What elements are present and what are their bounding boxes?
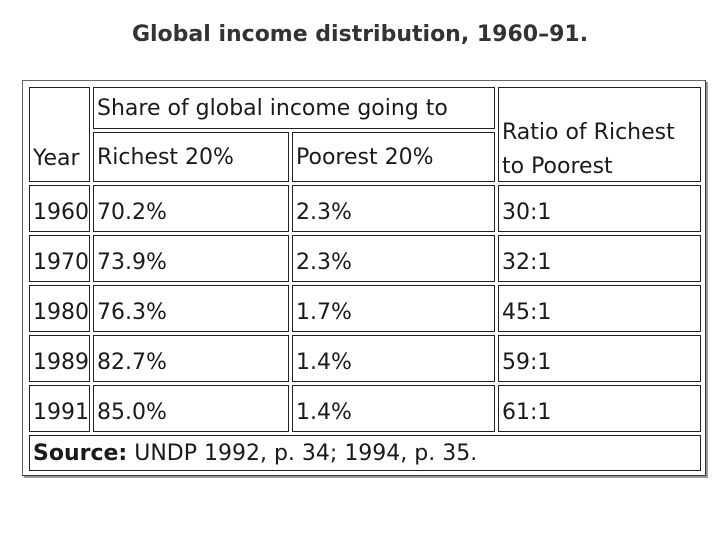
table-title: Global income distribution, 1960–91. [131, 22, 589, 47]
header-poorest: Poorest 20% [292, 132, 495, 182]
table-cell-year: 1989 [29, 335, 90, 382]
header-ratio-line1: Ratio of Richest [502, 120, 675, 145]
cell-text: 1970 [33, 250, 89, 275]
cell-text: 61:1 [502, 400, 552, 425]
income-table: Year Share of global income going to Ric… [22, 80, 706, 476]
cell-text: 32:1 [502, 250, 552, 275]
cell-text: 1960 [33, 200, 89, 225]
table-cell-poorest: 1.4% [292, 335, 495, 382]
cell-text: 85.0% [97, 400, 167, 425]
table-cell-richest: 73.9% [93, 235, 289, 282]
cell-text: 1.4% [296, 350, 352, 375]
source-label: Source: [33, 441, 128, 466]
table-cell-ratio: 61:1 [498, 385, 701, 432]
cell-text: 76.3% [97, 300, 167, 325]
header-richest: Richest 20% [93, 132, 289, 182]
header-year: Year [29, 87, 90, 182]
header-share-group: Share of global income going to [93, 87, 495, 129]
cell-text: 1.7% [296, 300, 352, 325]
table-cell-year: 1991 [29, 385, 90, 432]
table-cell-poorest: 1.7% [292, 285, 495, 332]
header-ratio-line2: to Poorest [502, 154, 613, 179]
table-cell-poorest: 1.4% [292, 385, 495, 432]
cell-text: 59:1 [502, 350, 552, 375]
cell-text: 45:1 [502, 300, 552, 325]
source-text: UNDP 1992, p. 34; 1994, p. 35. [127, 441, 478, 466]
table-cell-richest: 76.3% [93, 285, 289, 332]
source-note: Source: UNDP 1992, p. 34; 1994, p. 35. [29, 435, 701, 471]
table-cell-year: 1960 [29, 185, 90, 232]
table-cell-richest: 82.7% [93, 335, 289, 382]
table-cell-poorest: 2.3% [292, 185, 495, 232]
cell-text: 2.3% [296, 200, 352, 225]
cell-text: 1980 [33, 300, 89, 325]
table-cell-ratio: 45:1 [498, 285, 701, 332]
cell-text: 2.3% [296, 250, 352, 275]
table-cell-ratio: 30:1 [498, 185, 701, 232]
table-cell-richest: 70.2% [93, 185, 289, 232]
table-cell-year: 1980 [29, 285, 90, 332]
table-cell-poorest: 2.3% [292, 235, 495, 282]
table-cell-year: 1970 [29, 235, 90, 282]
cell-text: 1991 [33, 400, 89, 425]
table-cell-ratio: 32:1 [498, 235, 701, 282]
header-poorest-label: Poorest 20% [296, 145, 434, 170]
cell-text: 73.9% [97, 250, 167, 275]
table-cell-richest: 85.0% [93, 385, 289, 432]
header-richest-label: Richest 20% [97, 145, 234, 170]
header-year-label: Year [33, 146, 80, 171]
header-ratio: Ratio of Richest to Poorest [498, 87, 701, 182]
cell-text: 30:1 [502, 200, 552, 225]
cell-text: 82.7% [97, 350, 167, 375]
cell-text: 70.2% [97, 200, 167, 225]
header-share-group-label: Share of global income going to [97, 96, 448, 121]
table-cell-ratio: 59:1 [498, 335, 701, 382]
cell-text: 1.4% [296, 400, 352, 425]
cell-text: 1989 [33, 350, 89, 375]
